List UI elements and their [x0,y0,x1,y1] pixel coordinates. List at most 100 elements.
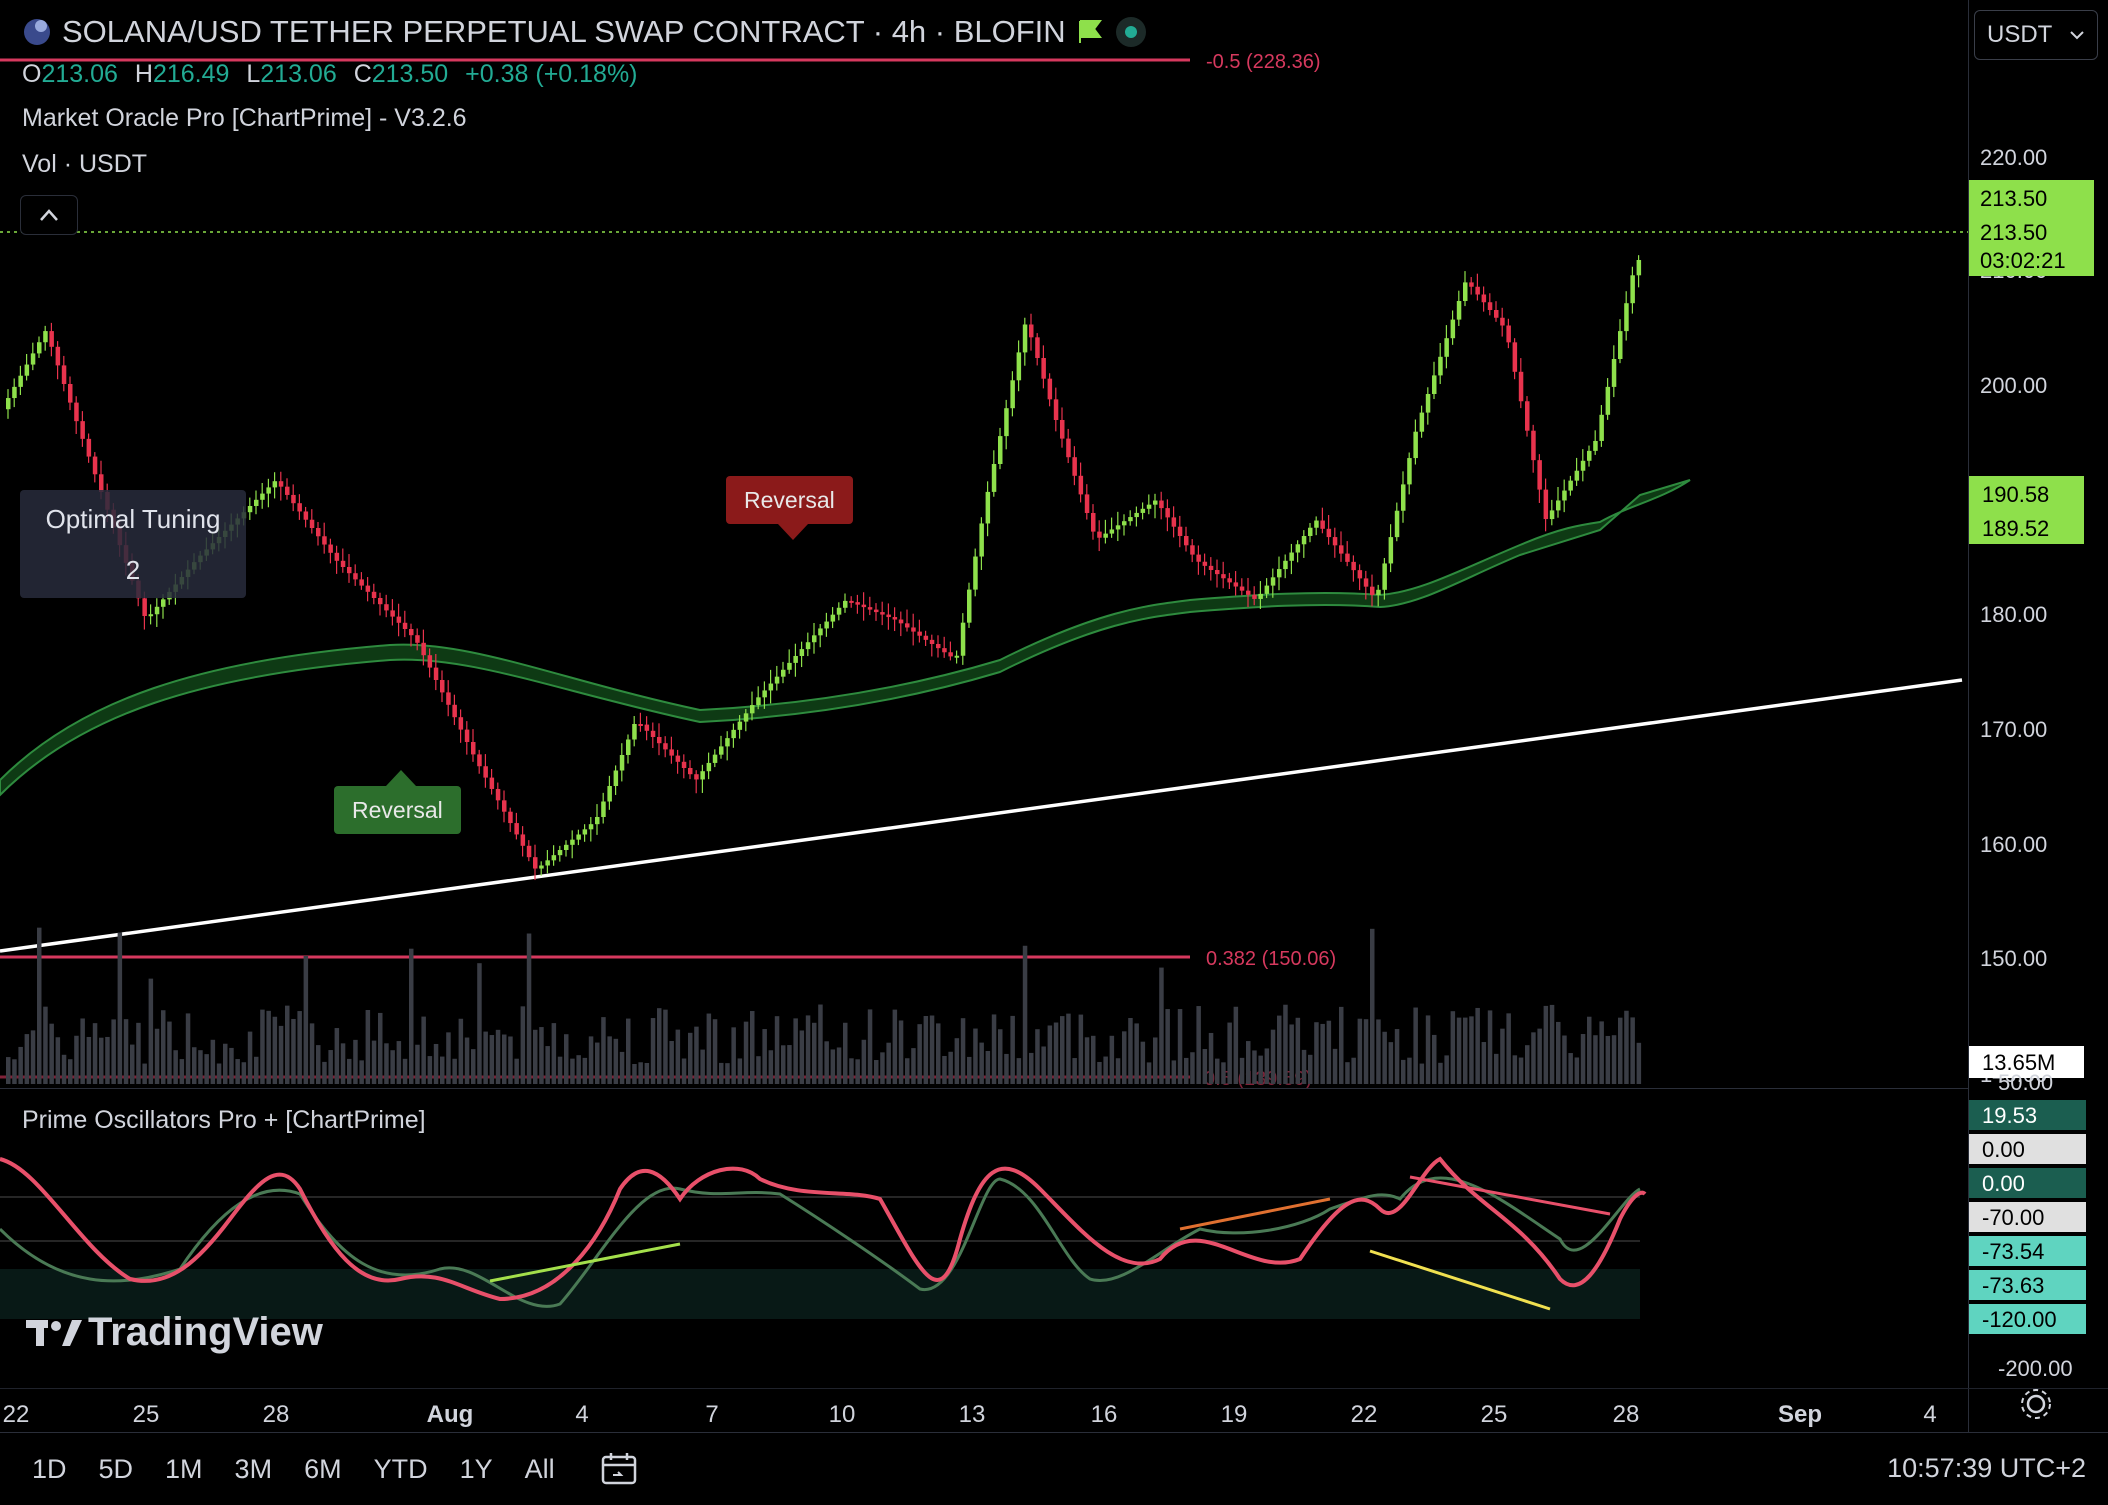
candle-body [1066,438,1071,458]
price-tick-label: 220.00 [1980,145,2047,170]
volume-bar [6,1057,11,1084]
candle-body [1481,294,1487,303]
volume-bar [861,1039,867,1084]
volume-bar [669,1040,674,1084]
range-button-all[interactable]: All [524,1453,555,1484]
candle-body [1537,460,1542,490]
candle-body [1450,319,1456,339]
volume-bar [1084,1037,1090,1084]
candle-body [1227,578,1232,583]
volume-bar [471,1049,476,1084]
osc-value-box [1968,1236,2086,1266]
flag-icon[interactable] [1076,19,1104,45]
volume-bar [1072,1058,1077,1084]
candle-body [1339,545,1344,554]
price-chart[interactable]: -0.5 (228.36) 0.382 (150.06) 0.5 (139.59… [0,0,1968,1088]
volume-bar [588,1036,594,1084]
candle-body [1041,358,1046,379]
volume-bar [750,1011,755,1084]
volume-bar [756,1056,761,1084]
osc-value-box [1968,1304,2086,1334]
volume-bar [1277,1015,1282,1084]
candle-body [272,481,278,488]
candle-body [1060,420,1065,439]
range-button-3m[interactable]: 3M [234,1453,273,1484]
candle-body [650,730,656,737]
volume-bar [99,1037,104,1084]
market-status-icon[interactable] [1114,15,1148,49]
candle-body [936,644,941,649]
candle-body [328,544,333,553]
volume-bar [80,1018,85,1084]
candle-body [1159,500,1164,509]
calendar-range-icon[interactable] [601,1451,639,1487]
support-trendline[interactable] [0,678,1963,953]
price-axis[interactable]: 220.00210.00200.00180.00170.00160.00150.… [1968,0,2108,1400]
range-button-1y[interactable]: 1Y [459,1453,493,1484]
volume-bar [1208,1032,1214,1084]
pane-divider[interactable] [0,1088,1968,1089]
volume-bar [446,1032,451,1084]
volume-bar [396,1041,402,1084]
volume-bar [328,1050,333,1084]
last-price-label: 213.50 [1980,186,2047,211]
range-button-1d[interactable]: 1D [32,1453,67,1484]
settings-gear-icon[interactable] [2018,1386,2054,1422]
volume-bar [148,978,154,1084]
volume-bar [979,1042,984,1084]
osc-value-box [1968,1134,2086,1164]
tradingview-logo[interactable]: TradingView [26,1310,323,1355]
candle-body [1636,260,1642,276]
candle-body [1611,359,1617,387]
volume-bar [595,1042,600,1084]
candle-body [843,600,848,608]
candle-body [1587,450,1592,461]
volume-bar [1177,1009,1183,1084]
volume-bar [1543,1005,1549,1084]
volume-bar [942,1055,947,1084]
volume-bar [1562,1035,1567,1084]
volume-bar [1115,1058,1121,1084]
candle-body [880,612,885,615]
time-axis[interactable]: 22 25 28 Aug 4 7 10 13 16 19 22 25 28 Sep 4 [0,1390,1968,1430]
volume-bar [762,1029,767,1084]
range-button-ytd[interactable]: YTD [373,1453,428,1484]
candle-body [1332,537,1338,546]
range-button-5d[interactable]: 5D [98,1453,134,1484]
volume-legend[interactable]: Vol · USDT [22,150,148,178]
volume-bar [285,1005,290,1084]
range-button-6m[interactable]: 6M [304,1453,342,1484]
collapse-legend-button[interactable] [20,195,78,235]
volume-bar [235,1059,240,1084]
symbol-header[interactable]: SOLANA/USD TETHER PERPETUAL SWAP CONTRAC… [22,14,1148,50]
oscillator-legend[interactable]: Prime Oscillators Pro + [ChartPrime] [22,1106,426,1134]
indicator-legend[interactable]: Market Oracle Pro [ChartPrime] - V3.2.6 [22,104,467,132]
range-button-1m[interactable]: 1M [165,1453,203,1484]
volume-bar [1549,1004,1555,1084]
osc-value-box [1968,1168,2086,1198]
volume-bar [1388,1042,1394,1084]
volume-bar [297,1011,302,1084]
volume-bar [1165,1009,1170,1084]
divergence-line-3 [1369,1249,1551,1311]
candle-body [1165,508,1170,518]
candle-body [545,860,550,866]
volume-bar [743,1021,749,1084]
candle-body [1146,504,1152,509]
time-tick-label: 13 [959,1401,986,1428]
candle-body [861,604,867,608]
candle-body [991,464,997,492]
volume-bar [1469,1016,1474,1084]
volume-bar [1624,1010,1629,1084]
candle-body [18,375,23,387]
osc-value-label: 0.00 [1982,1171,2025,1196]
candle-body [390,610,395,617]
oscillator-chart[interactable] [0,1089,1968,1389]
currency-select[interactable]: USDT [1974,10,2098,60]
candle-body [1463,282,1468,301]
volume-bar [694,1026,699,1084]
candle-body [421,642,426,656]
reversal-down-text: Reversal [744,487,835,513]
clock-timezone[interactable]: 10:57:39 UTC+2 [1887,1453,2086,1483]
volume-bar [18,1046,23,1084]
